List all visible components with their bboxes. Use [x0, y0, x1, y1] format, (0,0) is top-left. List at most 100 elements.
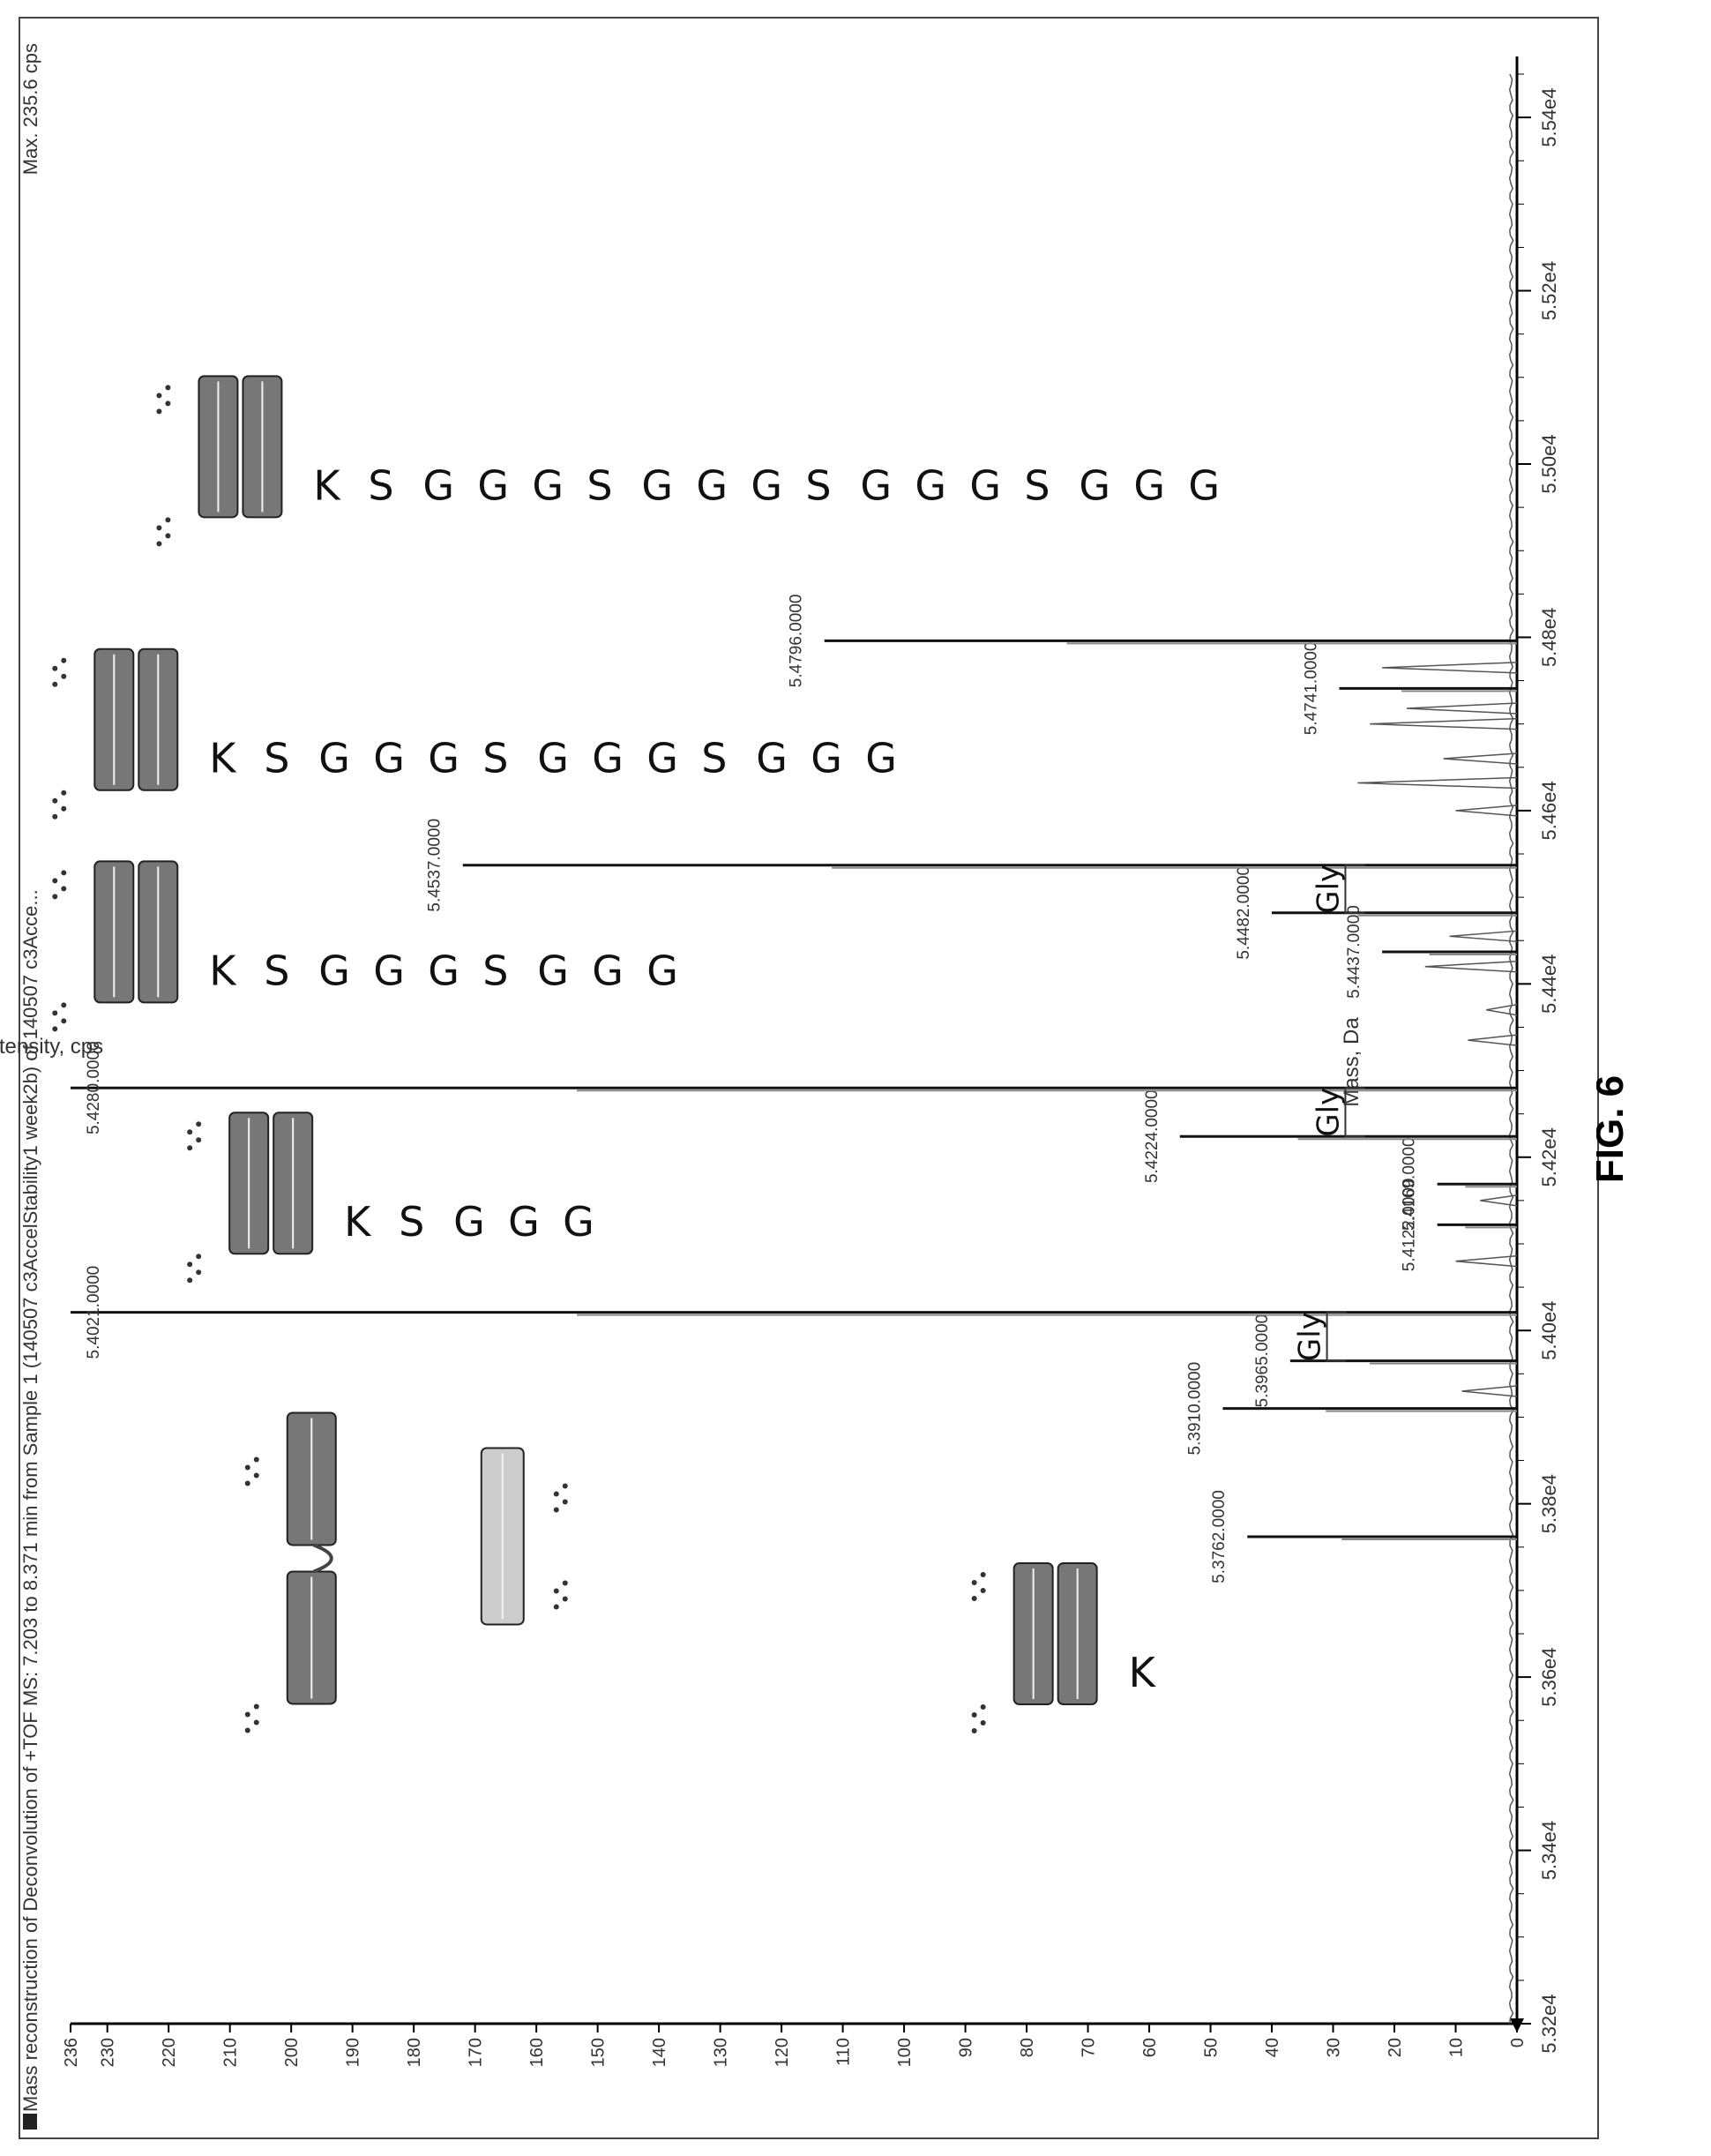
- glycan-dots: [61, 790, 67, 796]
- y-tick-label: 130: [712, 2038, 731, 2067]
- y-tick-label: 120: [773, 2038, 792, 2067]
- residue-letter: G: [592, 735, 624, 782]
- residue-letter: G: [865, 735, 897, 782]
- glycan-dots: [156, 393, 162, 399]
- minor-peak: [1449, 930, 1518, 943]
- glycan-dots: [165, 517, 171, 523]
- glycan-dots: [156, 525, 162, 531]
- hinge-link: [313, 1543, 333, 1574]
- residue-letter: G: [860, 461, 892, 509]
- residue-letter: G: [1188, 461, 1220, 509]
- residue-letter: G: [537, 947, 569, 994]
- y-tick-label: 60: [1140, 2038, 1160, 2057]
- glycan-dots: [52, 1010, 58, 1016]
- glycan-dots: [52, 681, 58, 687]
- x-tick-label: 5.48e4: [1538, 608, 1560, 667]
- x-axis-label: Mass, Da: [1340, 1017, 1364, 1107]
- glycan-dots: [61, 870, 67, 876]
- glycan-dots: [165, 533, 171, 539]
- residue-letter: S: [368, 461, 393, 509]
- residue-letter: G: [646, 735, 678, 782]
- x-tick-label: 5.40e4: [1538, 1301, 1560, 1360]
- glycan-dots: [253, 1456, 259, 1463]
- peak-label: 5.4796.0000: [788, 595, 806, 688]
- residue-letter: G: [428, 947, 460, 994]
- max-intensity-label: Max. 235.6 cps: [19, 43, 41, 175]
- residue-letter: K: [1129, 1649, 1157, 1696]
- minor-peak: [1461, 1385, 1518, 1397]
- glycan-dots: [187, 1277, 193, 1284]
- residue-letter: G: [318, 947, 350, 994]
- residue-letter: G: [696, 461, 728, 509]
- glycan-dots: [196, 1269, 202, 1276]
- residue-letter: S: [1024, 461, 1050, 509]
- peak-label: 5.4224.0000: [1143, 1089, 1162, 1183]
- peak-label: 5.4537.0000: [426, 819, 445, 912]
- glycan-dots: [52, 1026, 58, 1032]
- residue-letter: G: [592, 947, 624, 994]
- glycan-dots: [187, 1261, 193, 1268]
- y-tick-label: 150: [589, 2038, 609, 2067]
- gly-label: Gly: [1311, 865, 1346, 914]
- residue-letter: G: [811, 735, 842, 782]
- glycan-dots: [52, 894, 58, 900]
- heavy-chain-k: K: [1012, 1562, 1157, 1705]
- glycan-dots: [553, 1491, 559, 1497]
- y-tick-label: 236: [62, 2038, 81, 2067]
- title-marker: [23, 2114, 37, 2130]
- peak-label: 5.4741.0000: [1302, 642, 1320, 736]
- glycan-dots: [156, 408, 162, 415]
- residue-letter: G: [422, 461, 454, 509]
- gly-label: Gly: [1311, 1088, 1346, 1137]
- residue-letter: G: [641, 461, 673, 509]
- y-tick-label: 100: [895, 2038, 915, 2067]
- glycan-dots: [52, 797, 58, 804]
- glycan-dots: [562, 1499, 568, 1505]
- residue-letter: G: [537, 735, 569, 782]
- glycan-dots: [187, 1145, 193, 1151]
- minor-peak: [1406, 702, 1518, 715]
- glycan-dots: [553, 1604, 559, 1610]
- glycan-dots: [61, 657, 67, 663]
- glycan-dots: [61, 805, 67, 812]
- peak-label: 5.4437.0000: [1345, 905, 1364, 999]
- glycan-dots: [562, 1580, 568, 1586]
- glycan-dots: [244, 1727, 250, 1733]
- residue-letter: S: [587, 461, 612, 509]
- x-tick-label: 5.34e4: [1538, 1821, 1560, 1880]
- gly-bracket: [1344, 1087, 1365, 1138]
- y-tick-label: 90: [957, 2038, 976, 2057]
- glycan-dots: [971, 1580, 977, 1585]
- x-tick-label: 5.38e4: [1538, 1474, 1560, 1533]
- gly-label: Gly: [1293, 1312, 1328, 1361]
- y-tick-label: 210: [221, 2038, 241, 2067]
- glycan-dots: [980, 1588, 986, 1593]
- y-tick-label: 30: [1325, 2038, 1344, 2057]
- y-tick-label: 80: [1018, 2038, 1037, 2057]
- y-axis-label: Intensity, cps: [0, 1035, 103, 1059]
- residue-letter: S: [264, 947, 289, 994]
- rotated-chart: Mass reconstruction of Deconvolution of …: [0, 43, 1560, 2112]
- gly-bracket: [1344, 864, 1365, 914]
- residue-letter: S: [805, 461, 831, 509]
- residue-letter: S: [399, 1198, 424, 1246]
- residue-letter: G: [756, 735, 788, 782]
- residue-letter: G: [428, 735, 460, 782]
- glycan-dots: [980, 1572, 986, 1577]
- y-tick-label: 140: [650, 2038, 669, 2067]
- baseline-trace: [1508, 73, 1514, 2025]
- x-tick-label: 5.52e4: [1538, 261, 1560, 320]
- glycan-dots: [244, 1464, 250, 1471]
- glycan-dots: [61, 886, 67, 892]
- residue-letter: G: [508, 1198, 540, 1246]
- minor-peak: [1424, 960, 1518, 973]
- glycan-dots: [165, 401, 171, 407]
- residue-letter: G: [646, 947, 678, 994]
- residue-letter: S: [264, 735, 289, 782]
- glycan-dots: [52, 878, 58, 884]
- minor-peak: [1455, 1254, 1518, 1268]
- minor-peak: [1468, 1034, 1518, 1046]
- plot-area: 5.32e4 5.34e4 5.36e4 5.38e4 5.40e4 5.42e4 5.44…: [52, 56, 1560, 2067]
